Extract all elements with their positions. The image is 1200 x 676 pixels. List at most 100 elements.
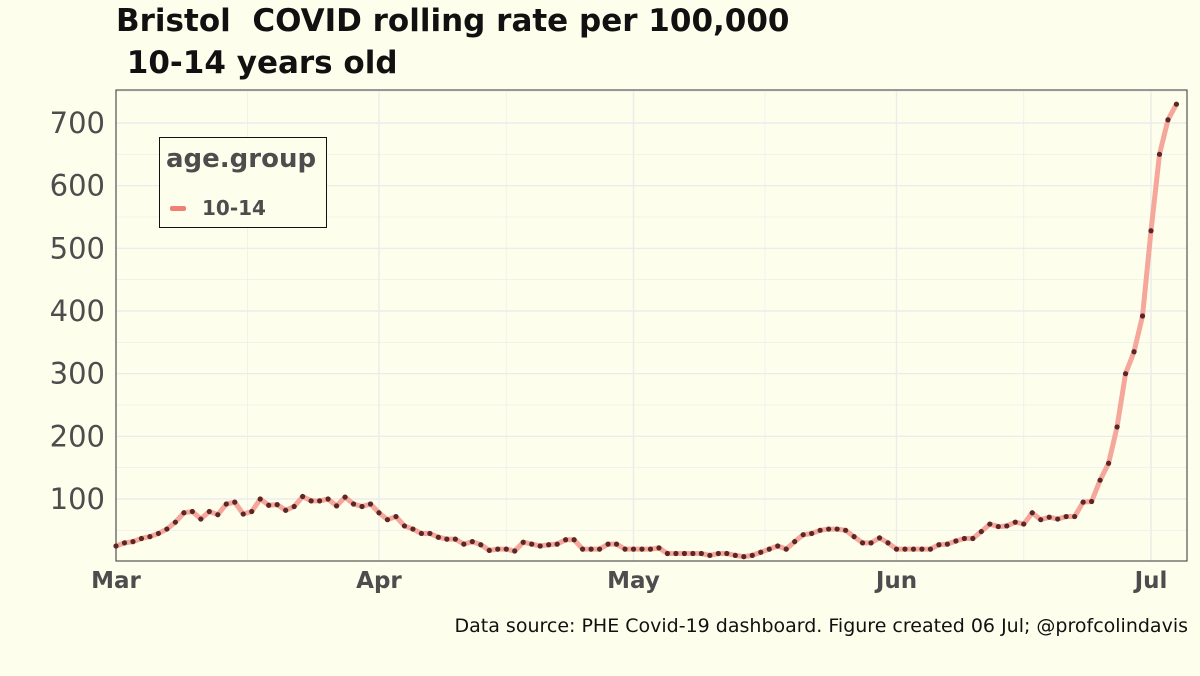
data-point <box>495 546 501 552</box>
x-tick-label: May <box>607 568 660 594</box>
data-point <box>121 540 128 546</box>
data-point <box>715 550 721 557</box>
data-point <box>291 503 297 510</box>
data-point <box>579 546 586 552</box>
x-tick-label: Jul <box>1133 568 1168 594</box>
y-tick-label: 100 <box>50 482 105 516</box>
data-point <box>656 545 662 551</box>
data-point <box>537 543 543 549</box>
data-point <box>978 528 984 535</box>
data-point <box>868 540 874 546</box>
data-point <box>113 543 119 549</box>
data-point <box>376 510 382 516</box>
data-point <box>1114 424 1120 430</box>
data-point <box>1122 371 1129 377</box>
data-point <box>1089 498 1095 505</box>
data-point <box>325 496 331 502</box>
data-point <box>613 541 620 547</box>
data-point <box>826 526 832 532</box>
data-point <box>987 521 993 527</box>
data-point <box>155 530 162 537</box>
data-point <box>283 507 289 513</box>
y-tick-label: 700 <box>50 106 105 140</box>
data-point <box>172 519 178 525</box>
data-point <box>1029 510 1035 516</box>
data-point <box>1072 513 1078 520</box>
data-point <box>673 550 679 557</box>
data-point <box>1105 460 1112 466</box>
data-point <box>435 534 441 540</box>
data-point <box>130 539 136 545</box>
data-point <box>215 512 221 518</box>
data-point <box>198 516 204 522</box>
data-point <box>681 550 688 557</box>
data-point <box>893 546 900 552</box>
data-point <box>223 501 229 507</box>
data-point <box>359 503 365 510</box>
data-point <box>529 541 535 547</box>
data-point <box>690 550 696 557</box>
data-point <box>1173 101 1180 107</box>
data-point <box>317 498 323 504</box>
data-point <box>605 541 611 547</box>
grid-lines <box>115 90 1187 561</box>
data-point <box>1038 517 1044 523</box>
data-point <box>452 536 458 542</box>
data-point <box>961 535 967 542</box>
legend: age.group 10-14 <box>159 137 327 228</box>
data-point <box>512 548 518 554</box>
data-point <box>842 527 849 533</box>
data-source-caption: Data source: PHE Covid-19 dashboard. Fig… <box>454 615 1188 637</box>
data-point <box>147 534 153 540</box>
data-point <box>333 503 340 509</box>
data-point <box>664 550 671 557</box>
y-tick-label: 300 <box>50 357 105 391</box>
data-point <box>1131 349 1137 355</box>
data-point <box>732 552 738 559</box>
data-point <box>927 546 934 552</box>
data-point <box>427 530 433 537</box>
data-point <box>206 508 212 515</box>
data-point <box>902 546 908 552</box>
data-point <box>707 552 713 559</box>
data-point <box>749 552 755 559</box>
data-point <box>783 546 789 552</box>
data-point <box>393 513 399 520</box>
data-point <box>910 546 917 552</box>
data-point <box>724 550 730 557</box>
data-point <box>478 542 484 548</box>
data-point <box>639 546 645 552</box>
data-point <box>469 539 475 545</box>
data-point <box>596 546 603 552</box>
data-point <box>554 541 560 547</box>
data-point <box>503 546 509 552</box>
data-point <box>486 547 492 553</box>
data-point <box>240 511 246 517</box>
data-point <box>588 546 594 552</box>
data-point <box>630 546 637 552</box>
y-axis: 100 200 300 400 500 600 700 <box>50 106 105 516</box>
data-point <box>698 550 704 557</box>
data-point <box>1063 513 1069 520</box>
data-point <box>274 502 280 508</box>
data-point <box>232 499 238 505</box>
data-point <box>300 493 306 500</box>
data-point <box>418 530 425 537</box>
plot-panel-border <box>115 89 1188 562</box>
data-point <box>809 530 815 537</box>
data-point <box>970 535 976 542</box>
data-point <box>342 494 348 500</box>
data-point <box>817 527 823 533</box>
data-point <box>876 535 883 541</box>
data-point <box>622 546 628 552</box>
x-tick-label: Apr <box>356 568 402 594</box>
data-point <box>766 546 772 552</box>
data-point <box>257 496 263 502</box>
data-point <box>800 532 806 538</box>
y-tick-label: 200 <box>50 419 105 453</box>
legend-title: age.group <box>166 144 317 174</box>
data-point <box>266 502 272 508</box>
data-point <box>410 526 416 532</box>
legend-key-swatch <box>170 206 186 211</box>
data-point <box>885 540 891 546</box>
